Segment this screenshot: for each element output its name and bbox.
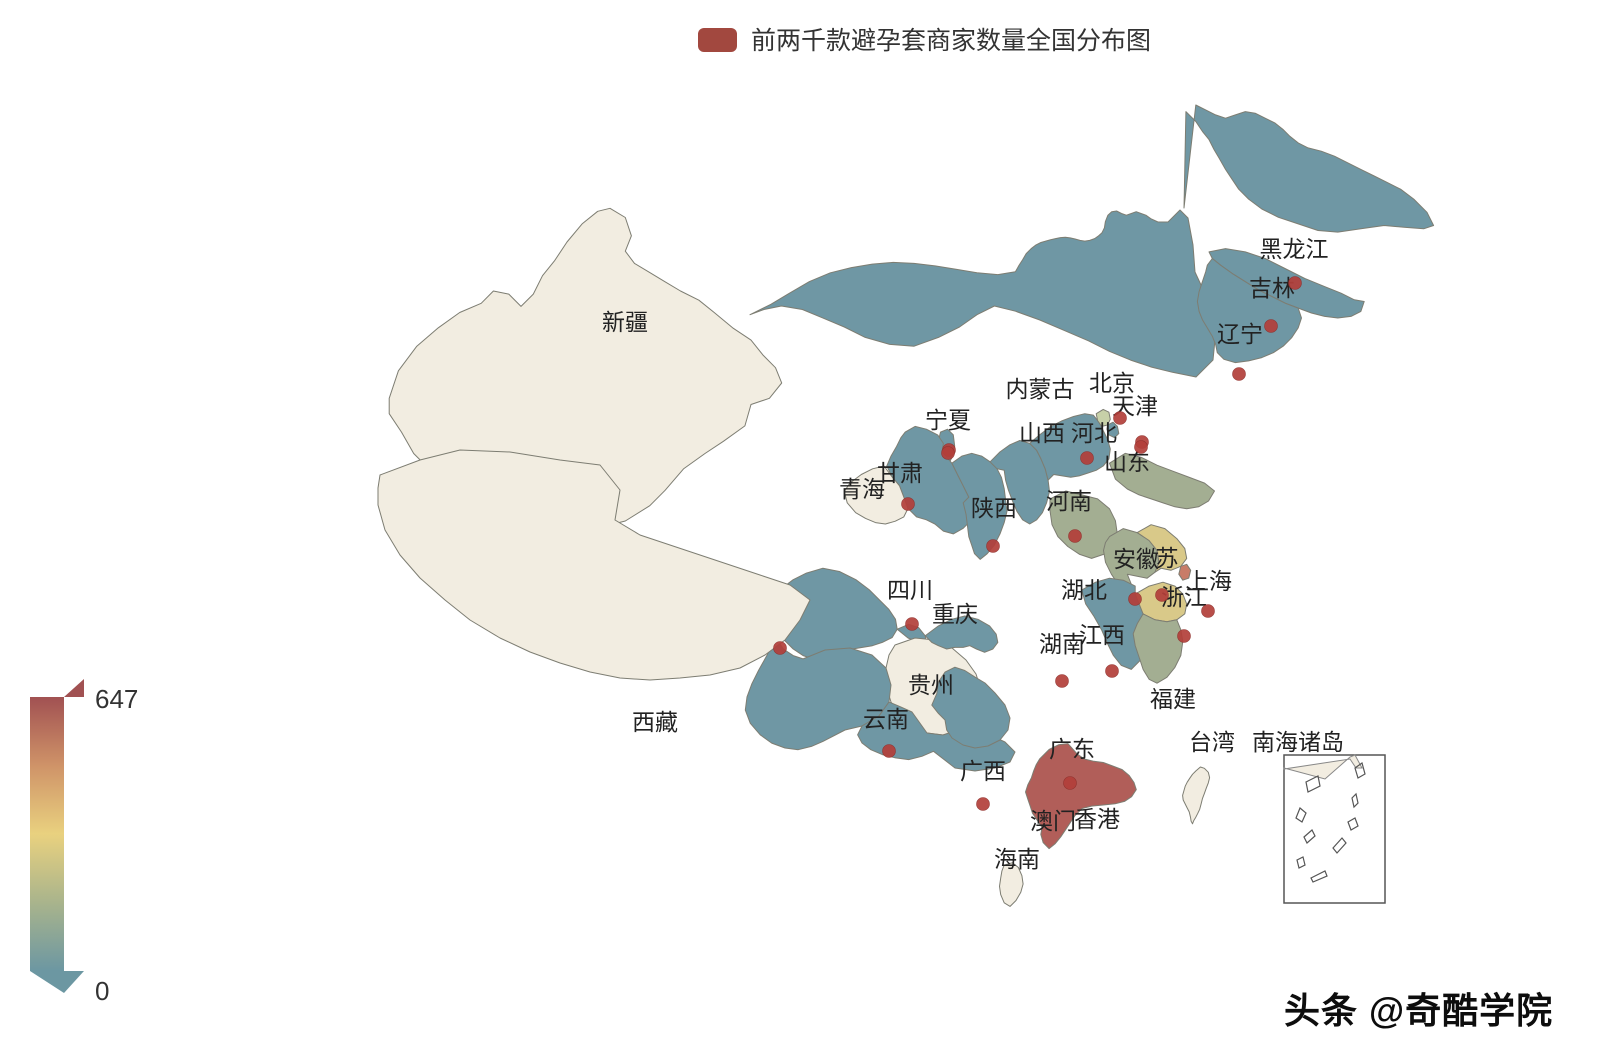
svg-text:南海诸岛: 南海诸岛	[1252, 729, 1344, 755]
svg-text:辽宁: 辽宁	[1217, 321, 1263, 347]
svg-text:黑龙江: 黑龙江	[1260, 236, 1329, 262]
svg-text:河南: 河南	[1046, 488, 1092, 514]
svg-text:647: 647	[95, 684, 138, 714]
svg-text:海南: 海南	[994, 846, 1040, 872]
svg-text:山西: 山西	[1019, 420, 1065, 446]
svg-text:贵州: 贵州	[908, 672, 954, 698]
svg-text:澳门: 澳门	[1030, 808, 1076, 834]
neimenggu	[750, 210, 1216, 377]
svg-text:重庆: 重庆	[932, 601, 978, 627]
svg-text:河北: 河北	[1071, 420, 1117, 446]
svg-text:四川: 四川	[887, 577, 933, 603]
svg-text:新疆: 新疆	[602, 309, 648, 335]
svg-text:台湾: 台湾	[1189, 729, 1235, 755]
taiwan	[1183, 767, 1210, 824]
svg-text:内蒙古: 内蒙古	[1006, 376, 1075, 402]
xizang	[378, 450, 810, 680]
fujian	[1133, 614, 1183, 683]
svg-text:云南: 云南	[863, 706, 909, 732]
svg-text:安徽: 安徽	[1113, 546, 1159, 572]
svg-text:广西: 广西	[960, 758, 1006, 784]
svg-text:广东: 广东	[1049, 736, 1095, 762]
svg-text:福建: 福建	[1150, 686, 1196, 712]
svg-text:宁夏: 宁夏	[925, 407, 971, 433]
svg-text:西藏: 西藏	[632, 709, 678, 735]
svg-text:0: 0	[95, 976, 109, 1006]
svg-text:苏: 苏	[1156, 545, 1179, 571]
svg-text:江西: 江西	[1079, 622, 1125, 648]
svg-text:吉林: 吉林	[1249, 275, 1295, 301]
svg-text:甘肃: 甘肃	[877, 460, 923, 486]
heilongjiang	[1184, 105, 1434, 232]
svg-text:湖北: 湖北	[1061, 577, 1107, 603]
svg-text:湖南: 湖南	[1039, 631, 1085, 657]
svg-text:香港: 香港	[1074, 806, 1120, 832]
svg-text:陕西: 陕西	[971, 495, 1017, 521]
